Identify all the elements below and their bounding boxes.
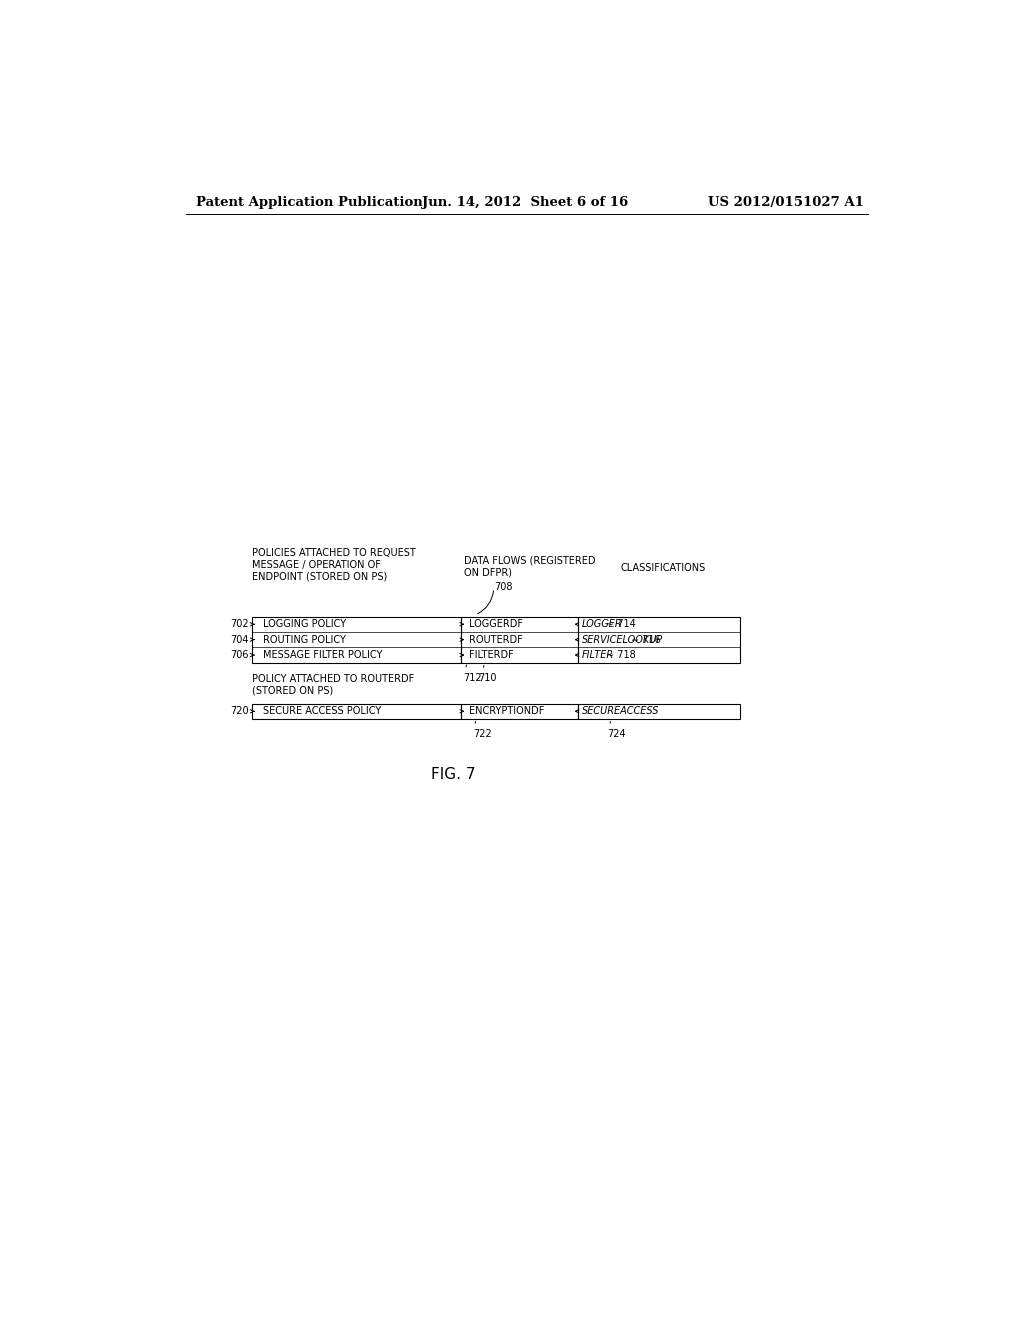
Text: FILTER: FILTER bbox=[583, 649, 614, 660]
Text: LOGGERDF: LOGGERDF bbox=[469, 619, 523, 630]
Text: 704: 704 bbox=[230, 635, 249, 644]
Text: ∼ 716: ∼ 716 bbox=[631, 635, 660, 644]
Text: ∼ 714: ∼ 714 bbox=[606, 619, 636, 630]
Text: 720: 720 bbox=[230, 706, 249, 717]
Text: 722: 722 bbox=[473, 729, 492, 739]
Text: POLICY ATTACHED TO ROUTERDF
(STORED ON PS): POLICY ATTACHED TO ROUTERDF (STORED ON P… bbox=[252, 675, 415, 696]
Text: ROUTERDF: ROUTERDF bbox=[469, 635, 522, 644]
Text: 706: 706 bbox=[230, 649, 249, 660]
Text: ∼ 718: ∼ 718 bbox=[606, 649, 636, 660]
Text: DATA FLOWS (REGISTERED
ON DFPR): DATA FLOWS (REGISTERED ON DFPR) bbox=[464, 556, 595, 577]
Text: SECURE ACCESS POLICY: SECURE ACCESS POLICY bbox=[263, 706, 381, 717]
Text: LOGGING POLICY: LOGGING POLICY bbox=[263, 619, 346, 630]
Bar bbox=[461, 704, 578, 719]
Text: ROUTING POLICY: ROUTING POLICY bbox=[263, 635, 346, 644]
Text: LOGGER: LOGGER bbox=[583, 619, 623, 630]
Bar bbox=[252, 704, 461, 719]
Bar bbox=[578, 704, 740, 719]
Text: Patent Application Publication: Patent Application Publication bbox=[197, 195, 423, 209]
Text: 710: 710 bbox=[478, 673, 497, 682]
Bar bbox=[252, 616, 461, 663]
Text: MESSAGE FILTER POLICY: MESSAGE FILTER POLICY bbox=[263, 649, 382, 660]
Text: 702: 702 bbox=[230, 619, 249, 630]
Bar bbox=[461, 616, 578, 663]
Bar bbox=[578, 616, 740, 663]
Text: US 2012/0151027 A1: US 2012/0151027 A1 bbox=[709, 195, 864, 209]
Text: CLASSIFICATIONS: CLASSIFICATIONS bbox=[621, 564, 706, 573]
Text: 724: 724 bbox=[607, 729, 626, 739]
Text: FIG. 7: FIG. 7 bbox=[431, 767, 476, 781]
Text: POLICIES ATTACHED TO REQUEST
MESSAGE / OPERATION OF
ENDPOINT (STORED ON PS): POLICIES ATTACHED TO REQUEST MESSAGE / O… bbox=[252, 548, 416, 581]
Text: 708: 708 bbox=[494, 582, 512, 591]
Text: SERVICELOOKUP: SERVICELOOKUP bbox=[583, 635, 664, 644]
Text: Jun. 14, 2012  Sheet 6 of 16: Jun. 14, 2012 Sheet 6 of 16 bbox=[422, 195, 628, 209]
Text: FILTERDF: FILTERDF bbox=[469, 649, 514, 660]
Text: ENCRYPTIONDF: ENCRYPTIONDF bbox=[469, 706, 545, 717]
Text: SECUREACCESS: SECUREACCESS bbox=[583, 706, 659, 717]
Text: 712: 712 bbox=[464, 673, 482, 682]
